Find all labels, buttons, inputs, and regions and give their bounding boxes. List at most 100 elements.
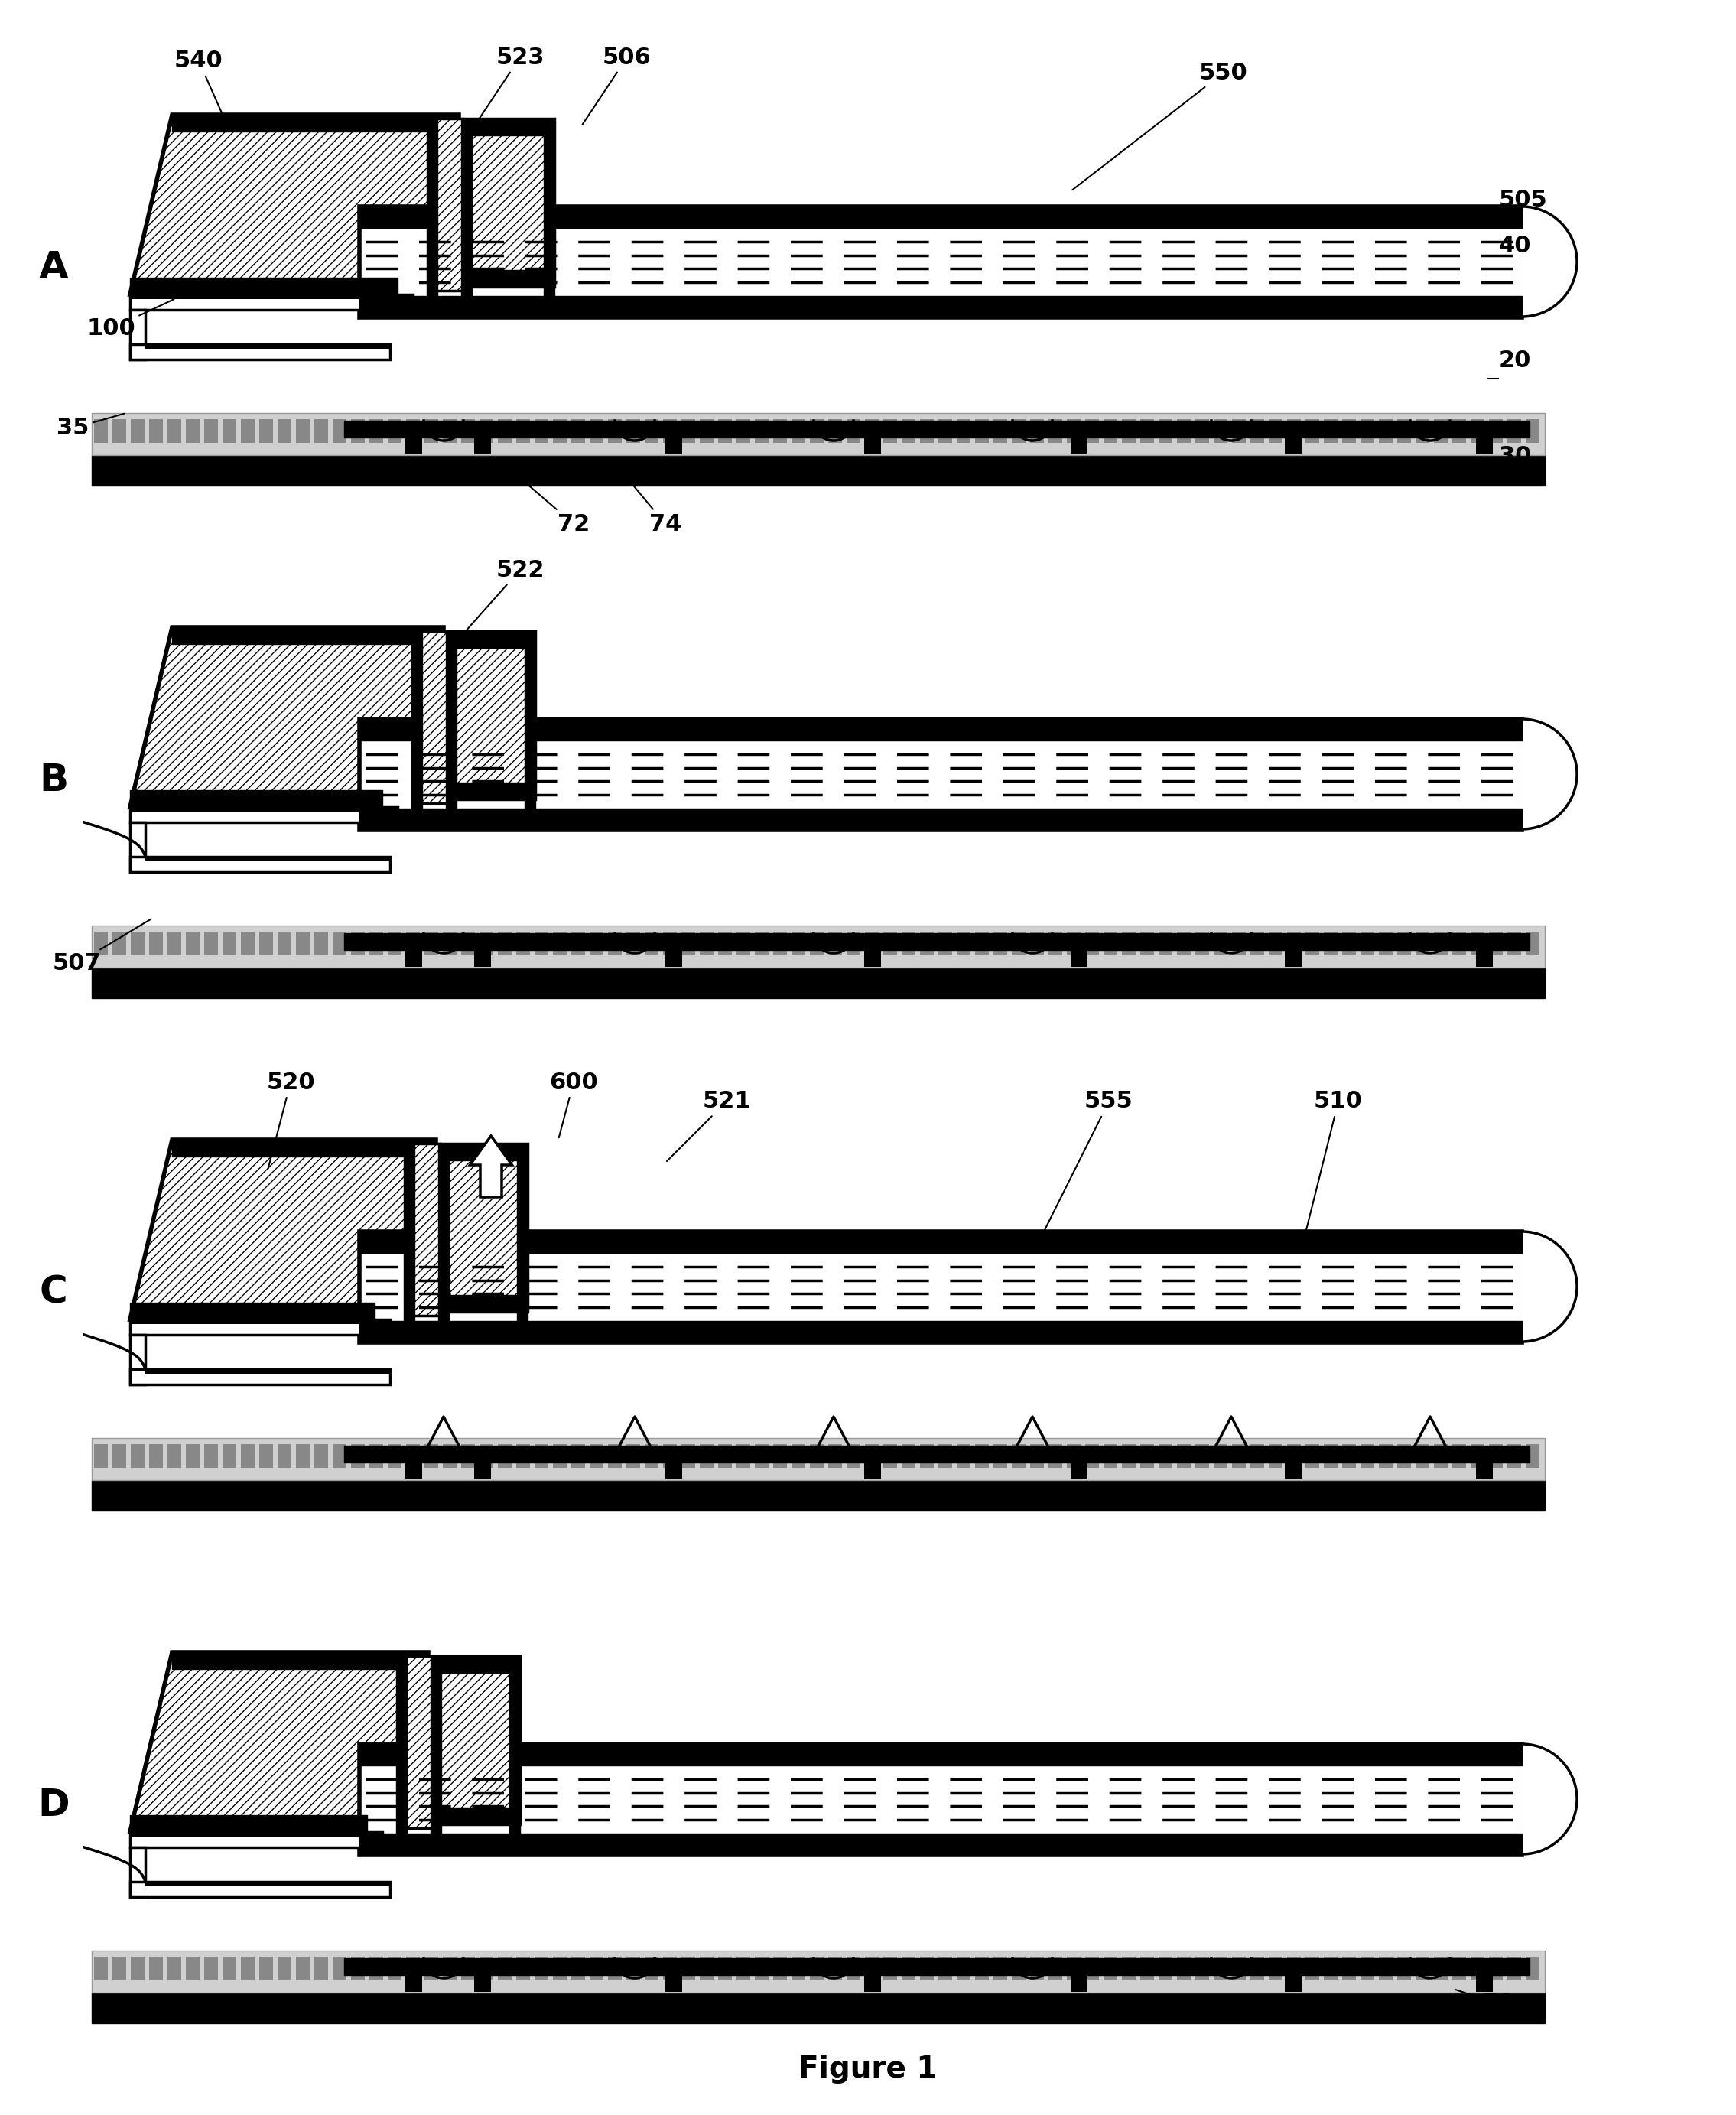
Bar: [1104, 933, 1118, 956]
Bar: [1071, 1464, 1087, 1478]
Bar: [186, 1956, 200, 1980]
Bar: [901, 1956, 915, 1980]
Bar: [1104, 419, 1118, 442]
Bar: [1305, 1445, 1319, 1468]
Bar: [314, 1445, 328, 1468]
Bar: [370, 1445, 384, 1468]
Bar: [828, 1445, 842, 1468]
Bar: [406, 419, 420, 442]
Bar: [406, 1445, 420, 1468]
Bar: [773, 933, 786, 956]
Bar: [222, 1956, 236, 1980]
Bar: [957, 419, 970, 442]
Bar: [1286, 1445, 1300, 1468]
Bar: [130, 294, 413, 309]
Bar: [146, 1882, 391, 1887]
Text: 74: 74: [628, 480, 682, 535]
Bar: [479, 933, 493, 956]
Bar: [884, 933, 898, 956]
Bar: [439, 1294, 528, 1311]
Bar: [479, 1956, 493, 1980]
Bar: [1233, 1956, 1246, 1980]
Bar: [920, 933, 934, 956]
Bar: [755, 419, 769, 442]
Bar: [130, 1956, 144, 1980]
Bar: [1286, 933, 1300, 956]
Bar: [498, 1445, 512, 1468]
Bar: [1305, 1956, 1319, 1980]
Bar: [130, 309, 146, 360]
Text: 507: 507: [52, 920, 151, 975]
Bar: [976, 933, 990, 956]
Bar: [828, 419, 842, 442]
Bar: [1476, 950, 1493, 967]
Bar: [205, 1956, 219, 1980]
Bar: [1434, 1956, 1448, 1980]
Bar: [498, 419, 512, 442]
Bar: [448, 630, 535, 647]
Bar: [1012, 419, 1026, 442]
Bar: [431, 1656, 441, 1838]
Bar: [437, 1144, 450, 1324]
Bar: [1196, 933, 1208, 956]
Bar: [406, 1956, 420, 1980]
Bar: [146, 345, 391, 349]
Bar: [222, 1445, 236, 1468]
Bar: [1378, 933, 1392, 956]
Bar: [351, 1445, 365, 1468]
Bar: [130, 1335, 146, 1385]
Bar: [443, 933, 457, 956]
Text: 505: 505: [1498, 188, 1549, 212]
Bar: [351, 1956, 365, 1980]
Bar: [359, 1834, 1522, 1855]
Bar: [411, 630, 422, 812]
Bar: [205, 1445, 219, 1468]
Bar: [773, 1445, 786, 1468]
Bar: [406, 933, 420, 956]
Bar: [1213, 1445, 1227, 1468]
Bar: [278, 1956, 292, 1980]
Bar: [627, 419, 641, 442]
Bar: [1233, 933, 1246, 956]
Bar: [387, 419, 401, 442]
Bar: [516, 1956, 529, 1980]
Bar: [149, 933, 163, 956]
Bar: [1068, 419, 1080, 442]
Bar: [535, 1956, 549, 1980]
Bar: [241, 1445, 255, 1468]
Polygon shape: [130, 114, 458, 294]
Bar: [1325, 1956, 1337, 1980]
Bar: [608, 419, 621, 442]
Bar: [1361, 933, 1375, 956]
Bar: [1286, 419, 1300, 442]
Bar: [1397, 1445, 1411, 1468]
Bar: [1049, 933, 1062, 956]
Bar: [535, 933, 549, 956]
Bar: [1470, 419, 1484, 442]
Bar: [1196, 419, 1208, 442]
Bar: [700, 933, 713, 956]
Bar: [404, 1144, 415, 1324]
Bar: [865, 1464, 880, 1478]
Bar: [1470, 933, 1484, 956]
Bar: [94, 1956, 108, 1980]
Bar: [387, 1445, 401, 1468]
Bar: [92, 1480, 1545, 1510]
Bar: [1233, 1445, 1246, 1468]
Bar: [682, 933, 694, 956]
Text: 521: 521: [667, 1091, 752, 1161]
Bar: [957, 1445, 970, 1468]
Bar: [663, 419, 677, 442]
Bar: [571, 1956, 585, 1980]
Bar: [1526, 1956, 1540, 1980]
Bar: [1489, 419, 1503, 442]
Bar: [1158, 933, 1172, 956]
Bar: [462, 118, 472, 300]
Bar: [1470, 1445, 1484, 1468]
Bar: [1250, 933, 1264, 956]
Bar: [535, 1445, 549, 1468]
Bar: [149, 419, 163, 442]
Bar: [1526, 419, 1540, 442]
Bar: [811, 1445, 823, 1468]
Bar: [130, 808, 398, 812]
